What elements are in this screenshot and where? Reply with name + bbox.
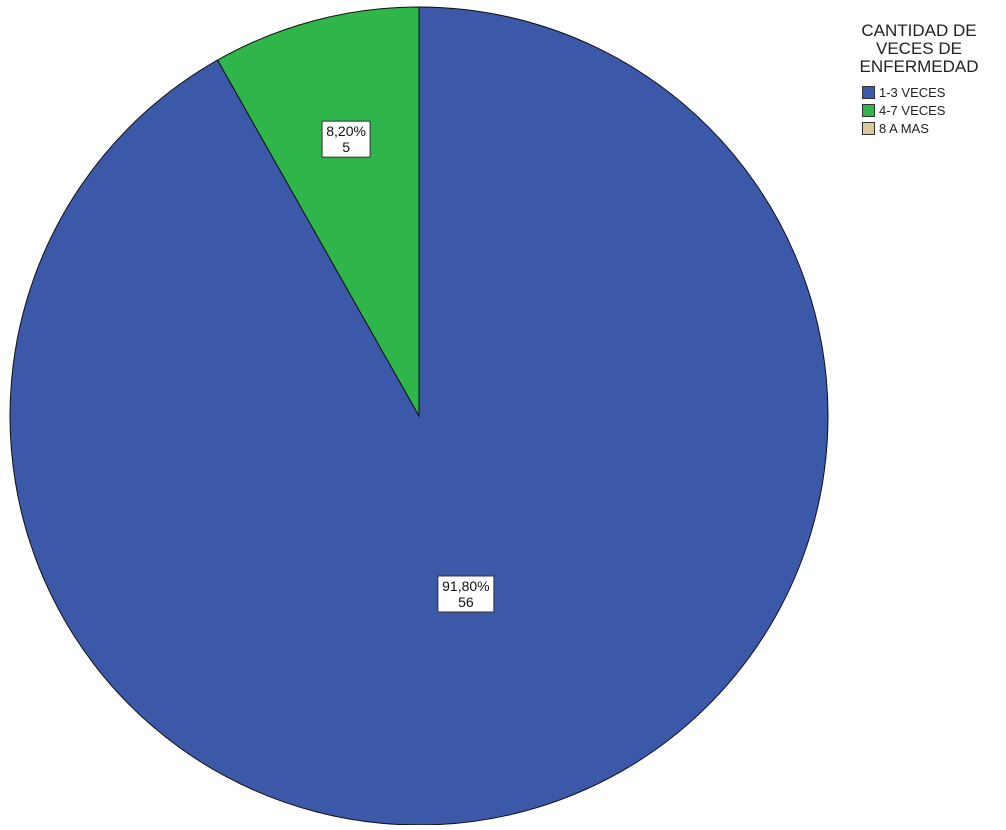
chart-legend: CANTIDAD DE VECES DE ENFERMEDAD 1-3 VECE… [838,22,1006,137]
legend-item-4-7-veces: 4-7 VECES [862,101,1006,119]
legend-title-line-2: VECES DE [876,39,962,58]
data-label-4-7-veces: 8,20%5 [321,120,371,158]
legend-swatch [862,103,875,117]
pie-slice-4-7-veces [216,6,420,418]
legend-items: 1-3 VECES 4-7 VECES 8 A MAS [838,83,1006,137]
legend-item-8-a-mas: 8 A MAS [862,119,1006,137]
data-label-box [437,575,495,613]
legend-swatch [862,121,875,135]
data-label-box [321,120,371,158]
legend-swatch [862,85,875,99]
legend-title: CANTIDAD DE VECES DE ENFERMEDAD [838,22,1000,76]
legend-title-line-3: ENFERMEDAD [859,57,979,76]
legend-item-1-3-veces: 1-3 VECES [862,83,1006,101]
data-label-count: 56 [458,594,474,610]
legend-label: 1-3 VECES [879,84,946,100]
legend-title-line-1: CANTIDAD DE [861,21,977,40]
legend-label: 4-7 VECES [879,102,946,118]
data-label-percent: 8,20% [326,123,366,139]
data-label-percent: 91,80% [442,578,489,594]
data-label-count: 5 [342,139,350,155]
data-label-1-3-veces: 91,80%56 [437,575,495,613]
legend-label: 8 A MAS [879,120,929,136]
